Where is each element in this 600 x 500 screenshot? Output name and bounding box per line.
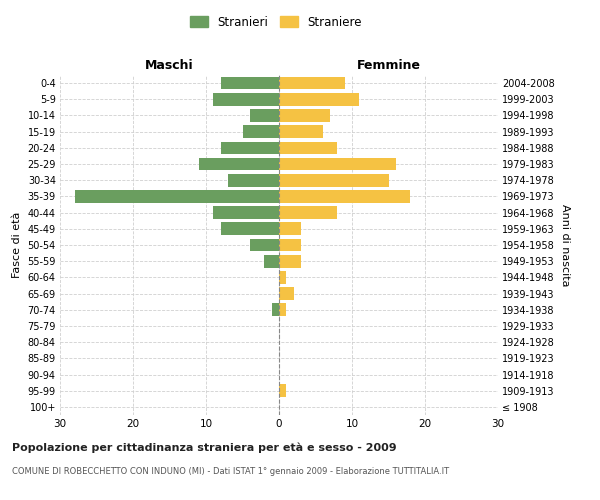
Bar — [279, 271, 286, 283]
Bar — [279, 255, 301, 268]
Bar — [279, 304, 286, 316]
Y-axis label: Fasce di età: Fasce di età — [12, 212, 22, 278]
Bar — [250, 109, 279, 122]
Bar — [279, 77, 344, 90]
Text: Maschi: Maschi — [145, 59, 194, 72]
Bar — [265, 255, 279, 268]
Bar — [279, 206, 337, 219]
Bar — [221, 222, 279, 235]
Bar — [214, 93, 279, 106]
Bar — [279, 222, 301, 235]
Bar — [74, 190, 279, 202]
Bar — [279, 126, 323, 138]
Bar — [250, 238, 279, 252]
Bar — [221, 142, 279, 154]
Bar — [279, 109, 330, 122]
Text: Popolazione per cittadinanza straniera per età e sesso - 2009: Popolazione per cittadinanza straniera p… — [12, 442, 397, 453]
Bar — [272, 304, 279, 316]
Bar — [279, 174, 389, 186]
Text: Femmine: Femmine — [356, 59, 421, 72]
Bar — [242, 126, 279, 138]
Bar — [199, 158, 279, 170]
Bar — [279, 288, 293, 300]
Bar — [279, 142, 337, 154]
Bar — [279, 93, 359, 106]
Legend: Stranieri, Straniere: Stranieri, Straniere — [185, 11, 367, 34]
Bar — [279, 384, 286, 397]
Bar — [221, 77, 279, 90]
Bar — [228, 174, 279, 186]
Y-axis label: Anni di nascita: Anni di nascita — [560, 204, 571, 286]
Bar — [279, 238, 301, 252]
Bar — [214, 206, 279, 219]
Bar — [279, 158, 396, 170]
Bar — [279, 190, 410, 202]
Text: COMUNE DI ROBECCHETTO CON INDUNO (MI) - Dati ISTAT 1° gennaio 2009 - Elaborazion: COMUNE DI ROBECCHETTO CON INDUNO (MI) - … — [12, 468, 449, 476]
